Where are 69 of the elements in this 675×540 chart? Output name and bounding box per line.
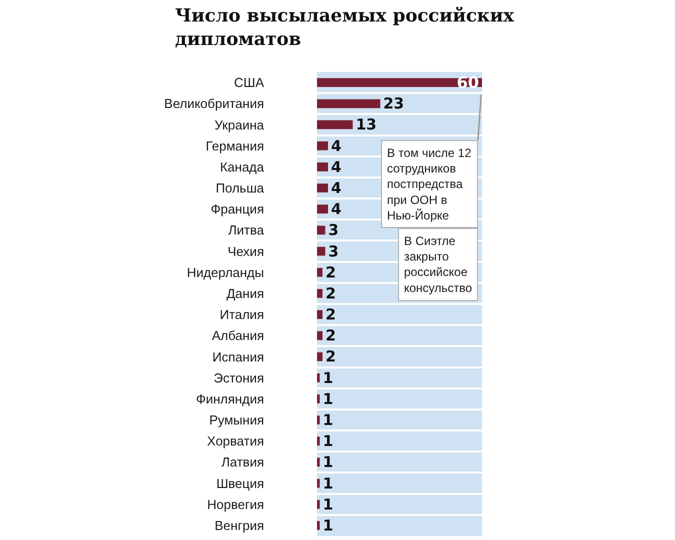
data-label: 2	[326, 306, 336, 324]
data-label: 4	[331, 136, 342, 155]
bar	[317, 226, 326, 235]
bar	[317, 478, 320, 488]
bar	[317, 78, 482, 87]
data-label: 2	[326, 348, 336, 366]
y-tick-label: Германия	[206, 138, 264, 154]
y-tick-label: Великобритания	[164, 96, 264, 112]
bar	[317, 373, 320, 382]
bar	[317, 521, 320, 530]
chart-title: Число высылаемых российских дипломатов	[175, 6, 514, 50]
y-tick-label: Албания	[212, 328, 264, 344]
data-label: 3	[328, 242, 339, 260]
bar	[317, 394, 320, 404]
bar	[317, 458, 320, 467]
bar	[317, 289, 322, 298]
bar	[317, 184, 328, 192]
bar	[317, 331, 322, 340]
bar	[317, 246, 326, 256]
y-tick-label: Хорватия	[207, 434, 264, 449]
data-label: 60	[456, 73, 479, 92]
y-tick-label: Швеция	[216, 476, 264, 491]
y-tick-label: Испания	[212, 349, 264, 364]
y-tick-label: Латвия	[221, 454, 264, 470]
data-label: 1	[322, 411, 334, 429]
annotation: В том числе 12 сотрудников постпредства при ООН в Нью-Йорке	[387, 146, 472, 222]
data-label: 1	[322, 453, 334, 472]
data-label: 4	[331, 179, 342, 197]
data-label: 1	[322, 495, 334, 514]
data-label: 1	[322, 516, 334, 534]
y-tick-label: Украина	[214, 117, 265, 132]
bar	[317, 99, 380, 108]
y-tick-label: Польша	[216, 180, 265, 196]
y-tick-label: Канада	[220, 159, 265, 174]
bar	[317, 120, 353, 130]
data-label: 1	[322, 368, 334, 387]
bar	[317, 141, 328, 150]
y-tick-label: Франция	[210, 202, 264, 217]
data-label: 1	[322, 390, 334, 408]
bar	[317, 500, 320, 509]
y-tick-label: США	[234, 75, 264, 90]
annotation: В Сиэтле закрыто российское консульство	[404, 234, 472, 295]
y-tick-label: Италия	[220, 307, 264, 322]
data-label: 1	[322, 474, 334, 492]
bar	[317, 436, 320, 446]
y-tick-label: Эстония	[214, 370, 264, 386]
y-tick-label: Дания	[226, 286, 264, 301]
bar	[317, 268, 322, 277]
data-label: 4	[331, 158, 342, 176]
y-tick-label: Румыния	[209, 412, 264, 428]
bar	[317, 310, 322, 319]
data-label: 4	[331, 200, 342, 218]
y-tick-label: Венгрия	[214, 518, 264, 533]
y-tick-label: Литва	[228, 222, 265, 238]
data-label: 23	[383, 94, 404, 113]
bar	[317, 352, 322, 362]
bar	[317, 204, 328, 214]
data-label: 2	[326, 263, 336, 282]
data-label: 1	[322, 432, 334, 450]
data-label: 13	[356, 116, 377, 134]
bar	[317, 162, 328, 172]
y-tick-label: Чехия	[228, 244, 264, 259]
y-tick-label: Нидерланды	[186, 264, 264, 280]
y-tick-label: Норвегия	[207, 496, 264, 512]
y-tick-label: Финляндия	[196, 391, 264, 406]
data-label: 3	[328, 221, 339, 240]
data-label: 2	[326, 326, 336, 345]
data-label: 2	[326, 284, 336, 302]
bar	[317, 416, 320, 424]
